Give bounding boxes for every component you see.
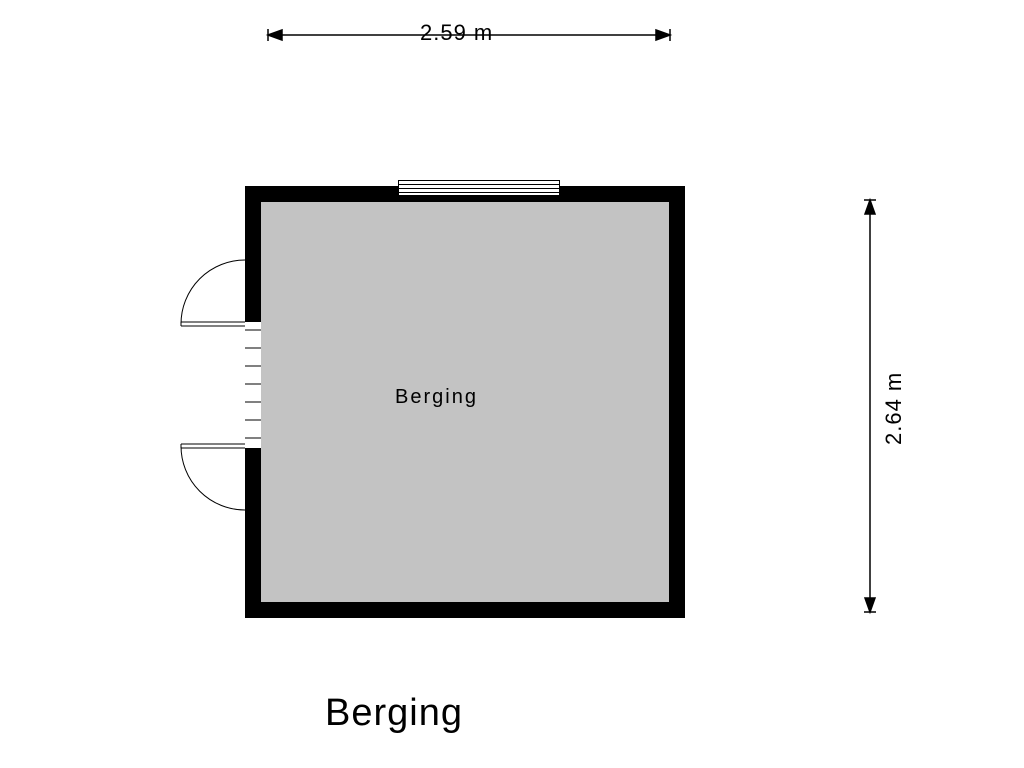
door-opening	[245, 322, 261, 448]
window-frame-line	[398, 188, 560, 189]
door-leaves	[181, 260, 245, 510]
window-frame-line	[398, 192, 560, 193]
dimension-height-label: 2.64 m	[881, 372, 907, 445]
dimension-height	[864, 200, 876, 612]
dimension-width-label: 2.59 m	[420, 20, 493, 46]
floorplan-title: Berging	[325, 692, 463, 735]
room-label: Berging	[395, 386, 478, 409]
window-frame-line	[398, 184, 560, 185]
floorplan-canvas: Berging Berging 2.59 m 2.64 m	[0, 0, 1024, 768]
